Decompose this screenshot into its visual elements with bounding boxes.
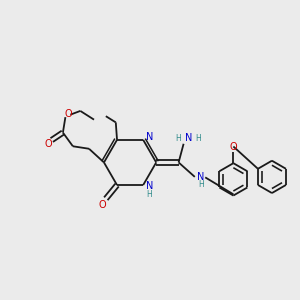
Text: O: O: [230, 142, 237, 152]
Text: N: N: [185, 133, 192, 142]
Text: H: H: [195, 134, 201, 143]
Text: H: H: [175, 134, 181, 143]
Text: H: H: [198, 180, 204, 189]
Text: N: N: [146, 181, 153, 191]
Text: N: N: [197, 172, 205, 182]
Text: H: H: [146, 190, 152, 199]
Text: N: N: [146, 132, 153, 142]
Text: O: O: [44, 139, 52, 149]
Text: O: O: [98, 200, 106, 210]
Text: O: O: [64, 109, 72, 119]
